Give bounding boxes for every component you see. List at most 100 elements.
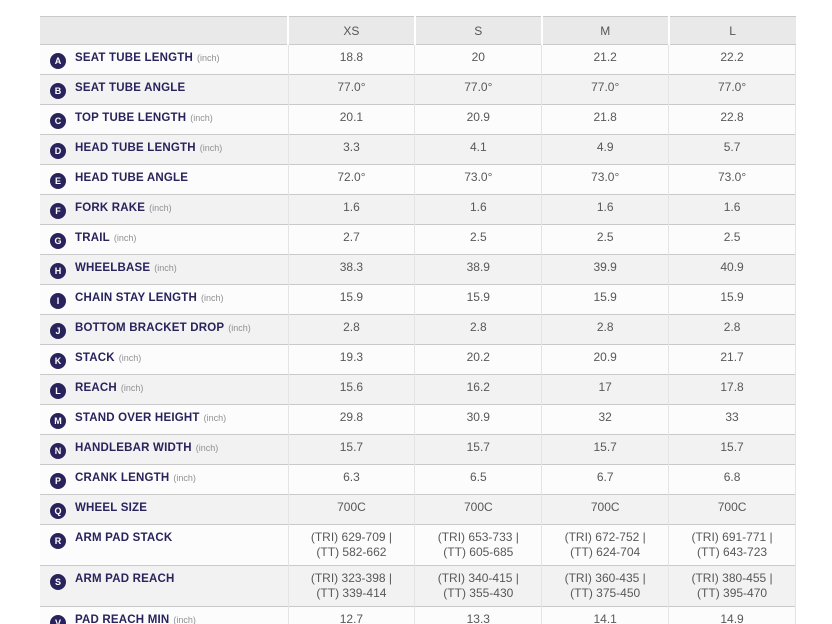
table-row: Q WHEEL SIZE 700C 700C 700C 700C	[40, 494, 796, 525]
row-label: CRANK LENGTH	[75, 472, 170, 484]
row-letter-badge: P	[50, 473, 66, 489]
row-label-cell: L REACH (inch)	[40, 375, 288, 405]
value-cell: 18.8	[287, 44, 415, 75]
value-cell: 700C	[541, 494, 669, 525]
column-header-l: L	[667, 16, 796, 45]
value-cell: 15.9	[414, 284, 542, 315]
table-row: G TRAIL (inch) 2.7 2.5 2.5 2.5	[40, 224, 796, 255]
value-cell: 15.7	[541, 434, 669, 465]
row-label: STACK	[75, 352, 115, 364]
value-cell: 20	[414, 44, 542, 75]
row-label-cell: B SEAT TUBE ANGLE	[40, 75, 288, 105]
value-cell: 21.7	[668, 344, 796, 375]
geometry-table-header: XS S M L	[40, 16, 796, 45]
row-unit: (inch)	[190, 113, 213, 123]
value-cell: (TRI) 380-455 | (TT) 395-470	[668, 565, 796, 607]
value-cell: 77.0°	[287, 74, 415, 105]
value-cell: 39.9	[541, 254, 669, 285]
row-letter-badge: K	[50, 353, 66, 369]
value-cell: 22.8	[668, 104, 796, 135]
row-unit: (inch)	[120, 383, 144, 393]
value-cell: 2.8	[414, 314, 542, 345]
value-cell: 6.8	[668, 464, 796, 495]
row-label: STAND OVER HEIGHT	[75, 412, 200, 424]
value-cell: 2.5	[541, 224, 669, 255]
value-cell: 20.9	[541, 344, 669, 375]
column-header-m: M	[540, 16, 669, 45]
row-letter-badge: C	[50, 113, 66, 129]
value-cell: 30.9	[414, 404, 542, 435]
value-cell: 2.5	[414, 224, 542, 255]
row-label-cell: M STAND OVER HEIGHT (inch)	[40, 405, 288, 435]
value-cell: 16.2	[414, 374, 542, 405]
value-cell: 15.7	[287, 434, 415, 465]
value-cell: 17.8	[668, 374, 796, 405]
row-letter-badge: H	[50, 263, 66, 279]
value-cell: 4.9	[541, 134, 669, 165]
value-cell: 1.6	[414, 194, 542, 225]
row-unit: (inch)	[118, 353, 142, 363]
value-cell: 21.2	[541, 44, 669, 75]
row-label-cell: J BOTTOM BRACKET DROP (inch)	[40, 315, 288, 345]
value-cell: 15.9	[287, 284, 415, 315]
table-row: P CRANK LENGTH (inch) 6.3 6.5 6.7 6.8	[40, 464, 796, 495]
table-row: A SEAT TUBE LENGTH (inch) 18.8 20 21.2 22.2	[40, 44, 796, 75]
value-cell: 6.5	[414, 464, 542, 495]
value-cell: 2.5	[668, 224, 796, 255]
value-cell: (TRI) 323-398 | (TT) 339-414	[287, 565, 415, 607]
row-label: CHAIN STAY LENGTH	[75, 292, 198, 304]
table-row: R ARM PAD STACK (TRI) 629-709 | (TT) 582-6…	[40, 524, 796, 566]
row-letter-badge: E	[50, 173, 66, 189]
row-letter-badge: J	[50, 323, 66, 339]
row-letter-badge: L	[50, 383, 66, 399]
value-cell: (TRI) 629-709 | (TT) 582-662	[287, 524, 415, 566]
table-row: C TOP TUBE LENGTH (inch) 20.1 20.9 21.8 22.8	[40, 104, 796, 135]
table-row: L REACH (inch) 15.6 16.2 17 17.8	[40, 374, 796, 405]
row-label-cell: D HEAD TUBE LENGTH (inch)	[40, 135, 288, 165]
value-cell: 17	[541, 374, 669, 405]
row-letter-badge: G	[50, 233, 66, 249]
value-cell: 15.9	[541, 284, 669, 315]
row-unit: (inch)	[228, 323, 251, 333]
value-cell: 15.6	[287, 374, 415, 405]
row-unit: (inch)	[149, 203, 172, 213]
value-cell: 3.3	[287, 134, 415, 165]
value-cell: 33	[668, 404, 796, 435]
row-label: ARM PAD STACK	[75, 532, 173, 544]
row-label: BOTTOM BRACKET DROP	[75, 322, 225, 334]
value-cell: 21.8	[541, 104, 669, 135]
row-unit: (inch)	[195, 443, 219, 453]
row-label-cell: P CRANK LENGTH (inch)	[40, 465, 288, 495]
table-row: S ARM PAD REACH (TRI) 323-398 | (TT) 339-4…	[40, 565, 796, 607]
row-unit: (inch)	[199, 143, 223, 153]
geometry-table-body: A SEAT TUBE LENGTH (inch) 18.8 20 21.2 22.2 B SE…	[40, 44, 796, 624]
row-label: HEAD TUBE ANGLE	[75, 172, 189, 184]
value-cell: 77.0°	[541, 74, 669, 105]
corner-header-cell	[40, 16, 288, 45]
row-label: TOP TUBE LENGTH	[75, 112, 187, 124]
value-cell: 19.3	[287, 344, 415, 375]
row-label: PAD REACH MIN	[75, 614, 170, 624]
value-cell: (TRI) 360-435 | (TT) 375-450	[541, 565, 669, 607]
row-label-cell: K STACK (inch)	[40, 345, 288, 375]
row-unit: (inch)	[173, 615, 196, 624]
row-unit: (inch)	[197, 53, 220, 63]
row-letter-badge: Q	[50, 503, 66, 519]
geometry-table: XS S M L A SEAT TUBE LENGTH (inch) 18.8 20 21…	[40, 16, 796, 624]
table-row: H WHEELBASE (inch) 38.3 38.9 39.9 40.9	[40, 254, 796, 285]
row-label-cell: N HANDLEBAR WIDTH (inch)	[40, 435, 288, 465]
value-cell: 32	[541, 404, 669, 435]
row-label: SEAT TUBE ANGLE	[75, 82, 186, 94]
row-label-cell: H WHEELBASE (inch)	[40, 255, 288, 285]
value-cell: (TRI) 340-415 | (TT) 355-430	[414, 565, 542, 607]
row-unit: (inch)	[203, 413, 227, 423]
row-label-cell: G TRAIL (inch)	[40, 225, 288, 255]
table-row: N HANDLEBAR WIDTH (inch) 15.7 15.7 15.7 15.7	[40, 434, 796, 465]
row-label-cell: A SEAT TUBE LENGTH (inch)	[40, 45, 288, 75]
value-cell: 40.9	[668, 254, 796, 285]
value-cell: 2.8	[668, 314, 796, 345]
table-row: D HEAD TUBE LENGTH (inch) 3.3 4.1 4.9 5.7	[40, 134, 796, 165]
value-cell: 38.9	[414, 254, 542, 285]
value-cell: 700C	[414, 494, 542, 525]
